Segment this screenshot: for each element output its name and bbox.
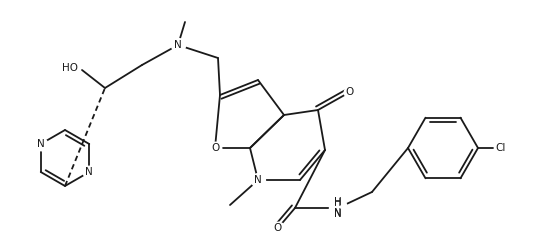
Text: O: O [211, 143, 219, 153]
Text: O: O [346, 87, 354, 97]
Text: N: N [85, 167, 93, 177]
Text: N: N [37, 139, 45, 149]
Text: O: O [274, 223, 282, 233]
Text: H
N: H N [334, 197, 342, 219]
Text: H: H [334, 198, 342, 208]
Text: Cl: Cl [495, 143, 506, 153]
Text: N: N [254, 175, 262, 185]
Text: HO: HO [62, 63, 78, 73]
Text: N: N [174, 40, 182, 50]
Text: N: N [334, 208, 342, 218]
